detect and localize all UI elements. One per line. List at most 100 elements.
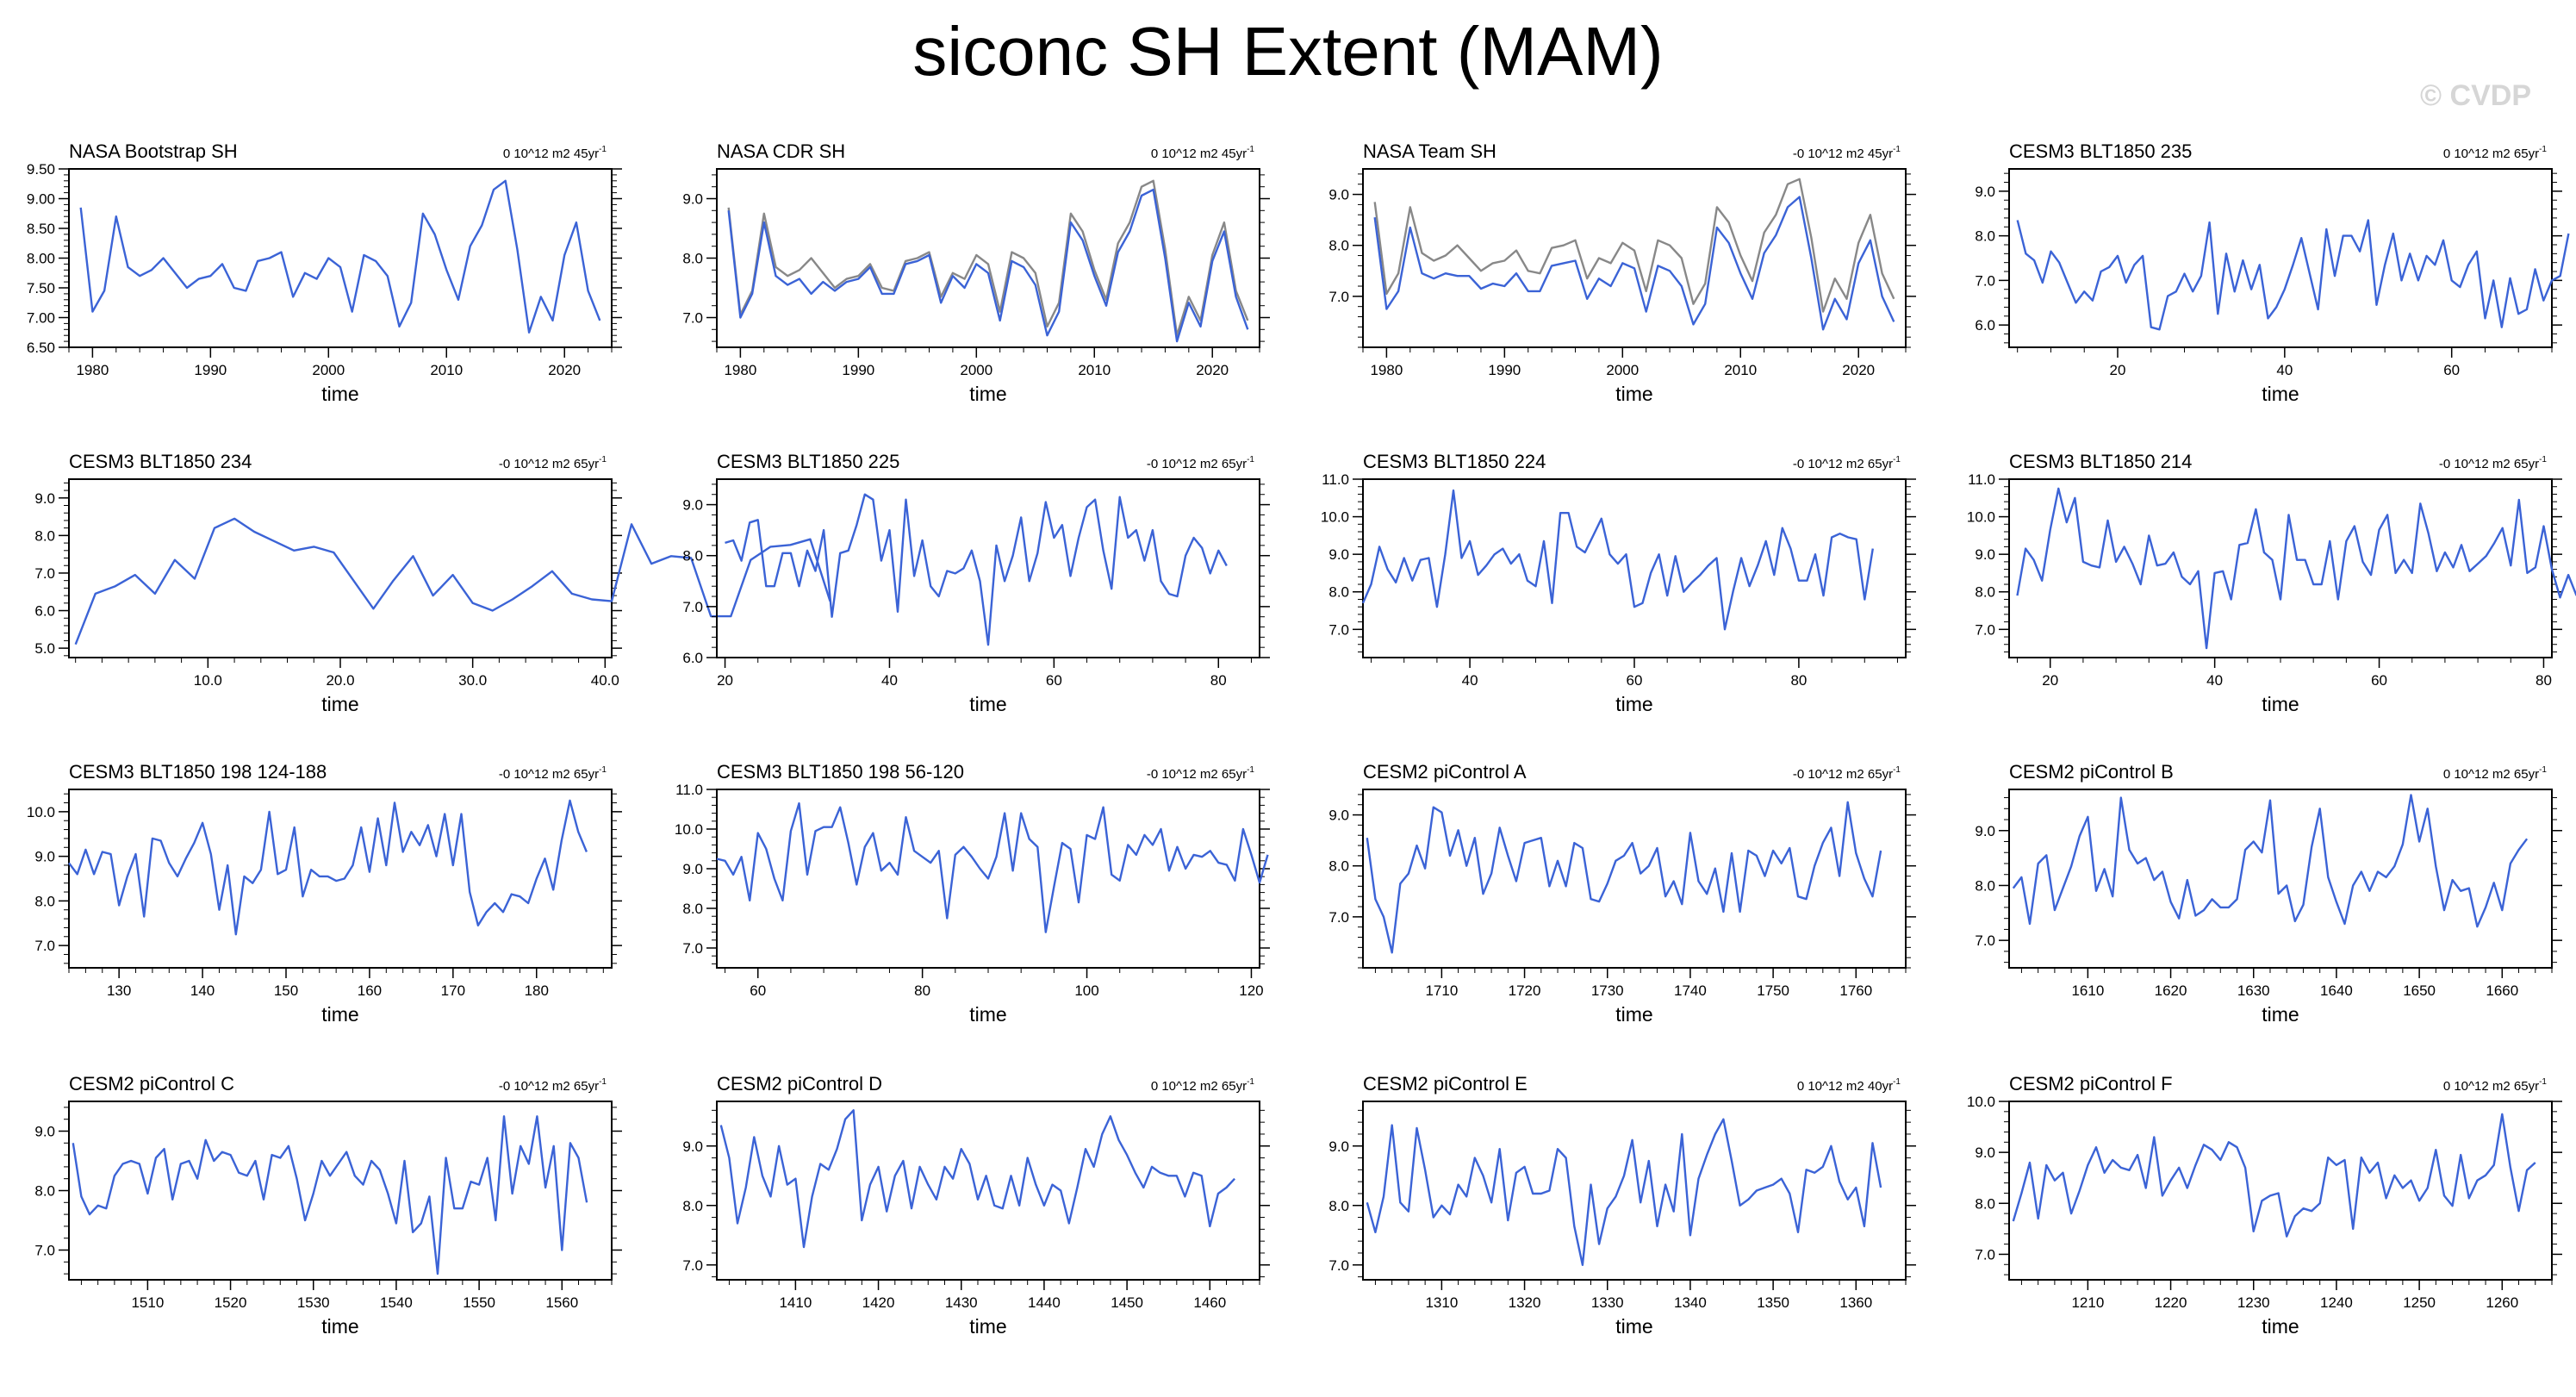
plot-frame <box>68 789 613 969</box>
series-line <box>74 517 831 645</box>
x-axis-label: time <box>321 693 358 715</box>
y-tick-label: 6.0 <box>1975 317 1995 334</box>
trend-value: -0 10^12 m2 65yr <box>499 457 599 471</box>
trend-value: 0 10^12 m2 45yr <box>503 147 599 161</box>
y-tick-label: 7.0 <box>682 1257 703 1274</box>
trend-label: -0 10^12 m2 65yr-1 <box>1793 765 1901 782</box>
chart-panel: CESM3 BLT1850 214 -0 10^12 m2 65yr-1 7.0 8.… <box>1967 451 2576 715</box>
x-tick-label: 1750 <box>1757 982 1789 999</box>
series-line <box>719 1109 1235 1249</box>
trend-exponent: -1 <box>1893 455 1901 465</box>
trend-exponent: -1 <box>2539 1077 2547 1087</box>
plot-frame <box>1362 168 1907 348</box>
x-tick-label: 80 <box>1210 672 1227 689</box>
chart-panel: NASA Bootstrap SH 0 10^12 m2 45yr-1 6.50 7.… <box>27 140 622 405</box>
y-tick-label: 9.0 <box>34 490 55 507</box>
trend-value: 0 10^12 m2 65yr <box>2443 1079 2539 1094</box>
x-tick-label: 20 <box>2042 672 2058 689</box>
y-tick-label: 9.0 <box>1975 546 1995 563</box>
trend-exponent: -1 <box>2539 765 2547 775</box>
x-tick-label: 1520 <box>215 1294 247 1311</box>
x-axis-label: time <box>1615 693 1652 715</box>
x-tick-label: 1740 <box>1674 982 1707 999</box>
y-tick-label: 8.0 <box>34 527 55 544</box>
y-tick-label: 7.0 <box>682 599 703 615</box>
y-tick-label: 8.0 <box>1328 584 1349 601</box>
x-tick-label: 1660 <box>2486 982 2518 999</box>
x-axis-label: time <box>321 1315 358 1338</box>
trend-exponent: -1 <box>1247 765 1254 775</box>
x-tick-label: 1430 <box>945 1294 978 1311</box>
y-tick-label: 9.0 <box>682 191 703 208</box>
x-axis-label: time <box>1615 1315 1652 1338</box>
y-tick-label: 8.0 <box>682 548 703 564</box>
chart-title: CESM2 piControl C <box>69 1073 234 1095</box>
y-tick-label: 7.0 <box>1328 909 1349 926</box>
trend-exponent: -1 <box>599 455 607 465</box>
series-line <box>716 801 1269 933</box>
x-tick-label: 1640 <box>2320 982 2353 999</box>
trend-label: -0 10^12 m2 45yr-1 <box>1793 145 1901 161</box>
series-line <box>1361 489 1874 631</box>
x-tick-label: 60 <box>1046 672 1062 689</box>
chart-title: CESM3 BLT1850 234 <box>69 451 252 472</box>
trend-label: -0 10^12 m2 65yr-1 <box>499 1077 607 1094</box>
series-line <box>1373 196 1895 331</box>
series-line <box>727 188 1249 343</box>
y-tick-label: 7.0 <box>1328 621 1349 638</box>
y-tick-label: 11.0 <box>1322 471 1349 488</box>
x-axis-label: time <box>969 693 1006 715</box>
y-tick-label: 7.0 <box>34 938 55 954</box>
y-tick-label: 8.0 <box>682 901 703 917</box>
y-tick-label: 7.0 <box>34 1243 55 1259</box>
x-tick-label: 1240 <box>2320 1294 2353 1311</box>
trend-exponent: -1 <box>599 765 607 775</box>
y-tick-label: 7.0 <box>1328 1257 1349 1274</box>
trend-label: -0 10^12 m2 65yr-1 <box>1793 455 1901 471</box>
x-tick-label: 1710 <box>1425 982 1458 999</box>
x-tick-label: 40 <box>2276 362 2293 378</box>
x-tick-label: 2000 <box>960 362 992 378</box>
x-axis-label: time <box>969 1003 1006 1026</box>
x-axis-label: time <box>321 383 358 405</box>
x-tick-label: 2020 <box>1842 362 1875 378</box>
x-tick-label: 1980 <box>1370 362 1403 378</box>
x-axis-label: time <box>969 1315 1006 1338</box>
x-tick-label: 1530 <box>297 1294 330 1311</box>
plot-frame <box>2008 168 2553 348</box>
x-tick-label: 1990 <box>194 362 227 378</box>
plot-frame <box>2008 789 2553 969</box>
plot-frame <box>68 1101 613 1281</box>
chart-title: CESM3 BLT1850 235 <box>2009 140 2192 162</box>
y-tick-label: 8.50 <box>27 221 55 237</box>
x-tick-label: 1350 <box>1757 1294 1789 1311</box>
y-tick-label: 7.0 <box>1975 1246 1995 1263</box>
x-tick-label: 40 <box>1462 672 1478 689</box>
plot-frame <box>716 168 1260 348</box>
x-tick-label: 2000 <box>1606 362 1639 378</box>
trend-value: 0 10^12 m2 40yr <box>1797 1079 1893 1094</box>
trend-label: 0 10^12 m2 45yr-1 <box>1151 145 1255 161</box>
plot-frame <box>68 478 613 658</box>
x-tick-label: 60 <box>750 982 766 999</box>
trend-label: 0 10^12 m2 65yr-1 <box>2443 145 2548 161</box>
plot-frame <box>68 168 613 348</box>
x-tick-label: 1360 <box>1839 1294 1872 1311</box>
x-tick-label: 1410 <box>779 1294 812 1311</box>
x-tick-label: 2000 <box>312 362 345 378</box>
x-tick-label: 1510 <box>131 1294 164 1311</box>
x-tick-label: 1980 <box>724 362 756 378</box>
x-tick-label: 2010 <box>1724 362 1757 378</box>
x-tick-label: 60 <box>2443 362 2460 378</box>
trend-exponent: -1 <box>1893 145 1901 154</box>
trend-label: -0 10^12 m2 65yr-1 <box>1147 455 1255 471</box>
y-tick-label: 9.0 <box>1328 808 1349 824</box>
x-tick-label: 10.0 <box>194 672 222 689</box>
y-tick-label: 10.0 <box>27 804 55 820</box>
chart-panel: CESM2 piControl F 0 10^12 m2 65yr-1 7.0 8.0… <box>1967 1073 2562 1338</box>
chart-panel: CESM3 BLT1850 198 56-120 -0 10^12 m2 65yr… <box>675 761 1270 1026</box>
trend-label: -0 10^12 m2 65yr-1 <box>499 455 607 471</box>
y-tick-label: 8.0 <box>1328 858 1349 875</box>
trend-exponent: -1 <box>1247 145 1254 154</box>
y-tick-label: 8.0 <box>1975 1195 1995 1212</box>
